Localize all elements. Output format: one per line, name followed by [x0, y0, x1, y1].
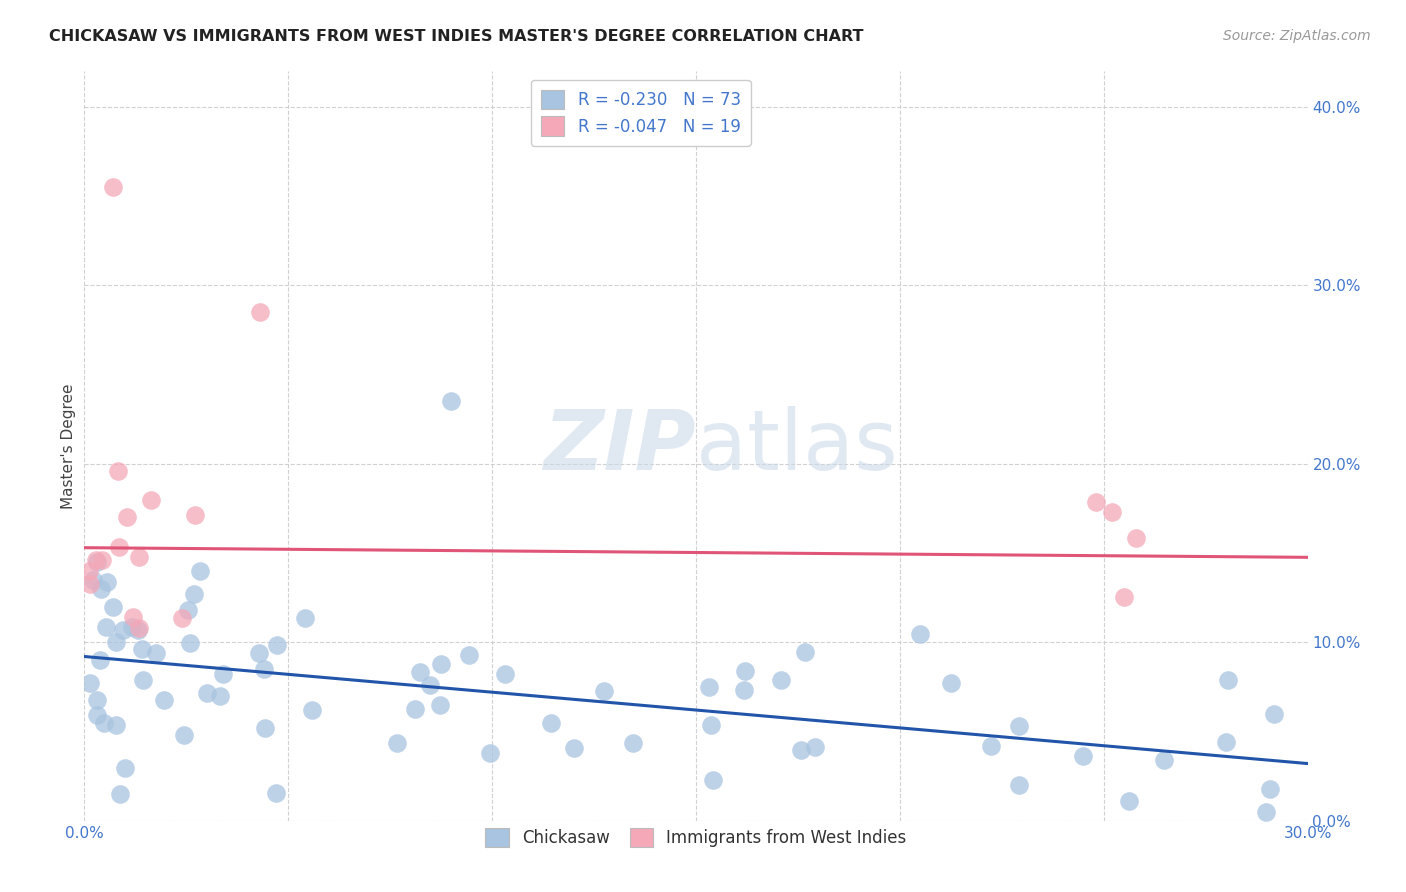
Point [1215, 734, 1237, 748]
Point [170, 611, 193, 625]
Point [264, 786, 287, 800]
Point [1084, 495, 1107, 509]
Point [253, 721, 276, 735]
Point [408, 665, 430, 679]
Point [103, 600, 125, 615]
Point [153, 693, 176, 707]
Point [184, 508, 207, 522]
Point [939, 675, 962, 690]
Point [77, 564, 100, 578]
Point [430, 657, 453, 671]
Point [404, 701, 426, 715]
Text: ZIP: ZIP [543, 406, 696, 486]
Point [266, 638, 288, 652]
Legend: Chickasaw, Immigrants from West Indies: Chickasaw, Immigrants from West Indies [478, 821, 914, 854]
Point [96, 574, 118, 589]
Point [131, 641, 153, 656]
Point [700, 717, 723, 731]
Point [79, 577, 101, 591]
Point [592, 684, 614, 698]
Point [440, 394, 463, 409]
Point [121, 620, 143, 634]
Point [179, 636, 201, 650]
Point [790, 743, 813, 757]
Point [697, 680, 720, 694]
Point [84, 553, 107, 567]
Point [1153, 753, 1175, 767]
Point [128, 621, 150, 635]
Point [108, 541, 131, 555]
Point [1118, 794, 1140, 808]
Point [79, 675, 101, 690]
Point [540, 716, 562, 731]
Point [110, 787, 132, 801]
Point [478, 746, 501, 760]
Point [101, 180, 124, 194]
Point [253, 662, 276, 676]
Point [1114, 591, 1136, 605]
Point [734, 664, 756, 678]
Point [90, 582, 112, 596]
Y-axis label: Master's Degree: Master's Degree [60, 384, 76, 508]
Point [115, 510, 138, 524]
Point [419, 678, 441, 692]
Point [458, 648, 481, 663]
Point [494, 667, 516, 681]
Point [1008, 719, 1031, 733]
Point [107, 465, 129, 479]
Point [105, 634, 128, 648]
Point [1125, 531, 1147, 545]
Point [112, 623, 135, 637]
Point [177, 603, 200, 617]
Point [562, 741, 585, 756]
Point [93, 716, 115, 731]
Point [702, 772, 724, 787]
Point [89, 653, 111, 667]
Point [1008, 778, 1031, 792]
Point [91, 553, 114, 567]
Point [208, 689, 231, 703]
Point [127, 623, 149, 637]
Point [980, 739, 1002, 754]
Point [173, 727, 195, 741]
Point [733, 683, 755, 698]
Point [1258, 781, 1281, 796]
Point [621, 736, 644, 750]
Point [1218, 673, 1240, 688]
Point [145, 646, 167, 660]
Point [910, 627, 932, 641]
Point [249, 305, 271, 319]
Text: CHICKASAW VS IMMIGRANTS FROM WEST INDIES MASTER'S DEGREE CORRELATION CHART: CHICKASAW VS IMMIGRANTS FROM WEST INDIES… [49, 29, 863, 44]
Point [794, 645, 817, 659]
Point [86, 708, 108, 723]
Point [183, 587, 205, 601]
Point [86, 693, 108, 707]
Point [188, 564, 211, 578]
Point [128, 549, 150, 564]
Point [1071, 748, 1094, 763]
Point [769, 673, 792, 687]
Point [1254, 805, 1277, 819]
Point [94, 620, 117, 634]
Point [294, 611, 316, 625]
Point [429, 698, 451, 712]
Point [385, 736, 408, 750]
Point [82, 573, 104, 587]
Point [195, 685, 218, 699]
Point [121, 609, 143, 624]
Point [804, 739, 827, 754]
Point [212, 667, 235, 681]
Point [139, 492, 162, 507]
Text: atlas: atlas [696, 406, 897, 486]
Point [132, 673, 155, 688]
Point [104, 718, 127, 732]
Point [1263, 707, 1285, 722]
Point [301, 703, 323, 717]
Point [86, 555, 108, 569]
Point [1101, 505, 1123, 519]
Point [114, 761, 136, 775]
Point [247, 646, 270, 660]
Text: Source: ZipAtlas.com: Source: ZipAtlas.com [1223, 29, 1371, 43]
